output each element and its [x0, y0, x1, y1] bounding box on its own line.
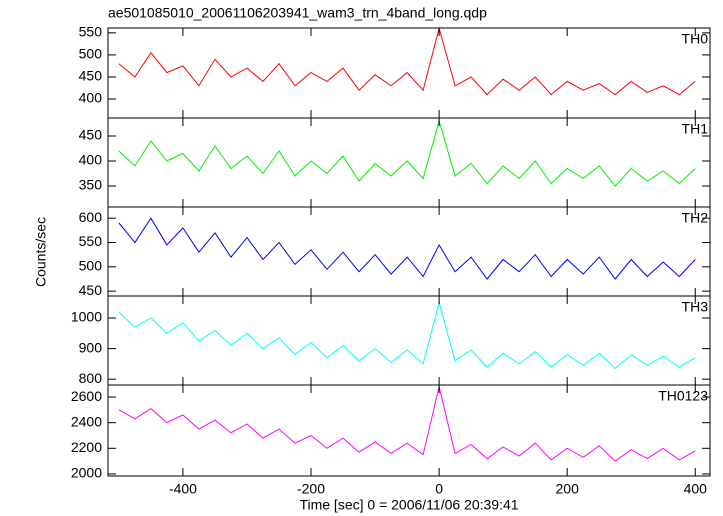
x-tick-label: -200 [297, 481, 325, 497]
light-curve [118, 217, 696, 280]
panel-frame [107, 27, 711, 119]
panel-frame [107, 384, 711, 477]
y-tick-label: 2600 [71, 388, 102, 404]
x-tick-label: 0 [435, 481, 443, 497]
y-tick-label: 400 [79, 90, 103, 106]
panel-label: TH0123 [658, 388, 708, 404]
y-tick-label: 2000 [71, 465, 102, 481]
y-tick-label: 2200 [71, 439, 102, 455]
x-tick-label: 400 [684, 481, 708, 497]
y-tick-label: 550 [79, 24, 103, 40]
light-curve [118, 119, 696, 187]
y-tick-label: 550 [79, 233, 103, 249]
y-tick-label: 900 [79, 339, 103, 355]
panel-label: TH1 [682, 121, 709, 137]
y-tick-label: 600 [79, 209, 103, 225]
panel-label: TH0 [682, 31, 709, 47]
y-tick-label: 500 [79, 46, 103, 62]
y-tick-label: 2400 [71, 413, 102, 429]
panel-label: TH2 [682, 210, 709, 226]
light-curve [118, 26, 696, 96]
y-tick-label: 450 [79, 127, 103, 143]
y-tick-label: 450 [79, 282, 103, 298]
x-tick-label: -400 [169, 481, 197, 497]
y-tick-label: 500 [79, 258, 103, 274]
light-curve [118, 300, 696, 370]
y-tick-label: 1000 [71, 309, 102, 325]
panel-label: TH3 [682, 299, 709, 315]
y-tick-label: 400 [79, 152, 103, 168]
chart-title: ae501085010_20061106203941_wam3_trn_4ban… [108, 5, 487, 21]
x-tick-label: 200 [556, 481, 580, 497]
light-curve [118, 386, 696, 462]
y-tick-label: 800 [79, 370, 103, 386]
y-tick-label: 450 [79, 68, 103, 84]
x-axis-label: Time [sec] 0 = 2006/11/06 20:39:41 [299, 497, 518, 513]
y-tick-label: 350 [79, 177, 103, 193]
y-axis-label: Counts/sec [33, 217, 49, 287]
